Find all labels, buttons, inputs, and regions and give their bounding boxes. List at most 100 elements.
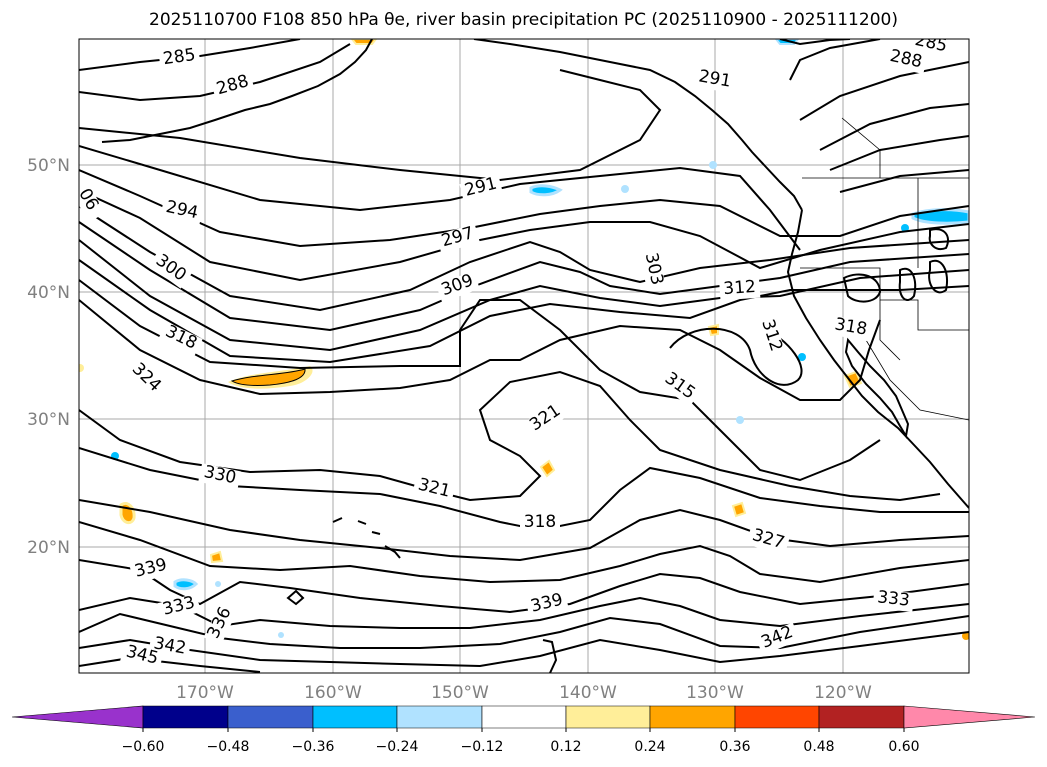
contour-label-321-a-bg (524, 400, 568, 439)
colorbar-swatch-1 (142, 705, 229, 729)
colorbar-ticks: −0.60 −0.48 −0.36 −0.24 −0.12 0.12 0.24 0.36 0.4… (122, 728, 920, 755)
contour-closed-5 (928, 228, 949, 250)
alaska-peninsula (101, 39, 373, 143)
contour-label-291-b-bg (459, 174, 503, 203)
colorbar-swatch-4 (396, 705, 483, 729)
colorbar-tick-label-6: 0.12 (550, 739, 581, 755)
contour-closed-6 (286, 589, 305, 606)
precip-dot-3 (798, 353, 806, 361)
precip-patch-positive-small-3 (731, 501, 747, 518)
contour-label-297-bg (436, 223, 480, 254)
contour-label-edge: 06 (74, 185, 102, 214)
contour-291-s (79, 145, 801, 251)
contour-closed-2 (842, 273, 882, 303)
contour-label-321-b-bg (412, 475, 456, 504)
lat-label-30n: 30°N (27, 410, 70, 430)
contour-label-339-b-bg (525, 590, 569, 619)
precipitation-shading (79, 39, 969, 640)
precip-dot-6 (215, 581, 221, 587)
contour-318 (79, 299, 881, 401)
map-background (79, 39, 969, 673)
latitude-labels: 50°N 40°N 30°N 20°N (27, 156, 70, 558)
contour-closed-1 (669, 325, 803, 386)
contour-label-318-c-bg (520, 514, 560, 533)
precip-dot-1 (621, 185, 629, 193)
colorbar-tick-label-7: 0.24 (634, 739, 665, 755)
lon-label-170w: 170°W (176, 683, 234, 703)
contour-label-294-bg (160, 198, 204, 226)
precip-patch-negative-3 (173, 578, 199, 591)
contour-345 (79, 656, 261, 673)
contour-303 (79, 221, 969, 332)
contour-label-285-a: 285 (162, 45, 197, 69)
contour-label-345-bg (120, 642, 164, 671)
colorbar-swatch-7 (649, 705, 736, 729)
precip-patch-positive-small-1 (209, 550, 224, 564)
contour-285 (79, 39, 301, 71)
precip-dot-10 (962, 632, 969, 640)
colorbar-tick-label-8: 0.36 (719, 739, 750, 755)
contour-label-288-b-bg (884, 47, 928, 75)
contour-336 (79, 596, 969, 629)
contour-label-291-a-bg (693, 67, 736, 94)
longitude-labels: 170°W 160°W 150°W 140°W 130°W 120°W (176, 683, 872, 703)
contour-alaska-5 (829, 135, 969, 171)
contour-closed-7 (542, 639, 558, 673)
colorbar-swatch-9 (818, 705, 905, 729)
contour-label-315-bg (657, 367, 701, 407)
precip-patch-positive-small-4 (707, 323, 719, 337)
contour-closed-4 (928, 259, 948, 294)
colorbar-tick-label-10: 0.60 (888, 739, 919, 755)
contour-315 (79, 279, 881, 482)
precip-patch-positive-small-2 (539, 459, 556, 478)
contour-label-300-bg (148, 249, 192, 289)
precip-dot-7 (278, 632, 284, 638)
contour-label-303-bg (638, 247, 666, 291)
lat-label-50n: 50°N (27, 156, 70, 176)
contour-label-339-a-bg (129, 555, 173, 584)
contour-alaska-3 (799, 61, 969, 121)
precip-patch-positive-hawaii-w (119, 502, 136, 524)
precip-dot-8 (901, 224, 909, 232)
precip-patch-negative-2 (911, 208, 969, 225)
contour-label-288-a-bg (211, 71, 255, 102)
contour-alaska-6 (839, 169, 969, 193)
precip-dot-9 (79, 364, 84, 372)
contour-label-312-a-bg (719, 278, 761, 301)
colorbar-swatch-8 (734, 705, 820, 729)
colorbar-swatch-3 (312, 705, 398, 729)
contour-label-333-b: 333 (876, 587, 910, 610)
contour-label-312-b-bg (755, 313, 786, 358)
contour-closed-3 (898, 267, 917, 301)
contour-321 (79, 370, 941, 502)
contour-330 (79, 521, 969, 584)
colorbar-tick-label-4: −0.24 (376, 739, 419, 755)
coastlines (101, 39, 969, 559)
colorbar-swatch-2 (227, 705, 314, 729)
contour-324 (79, 447, 969, 532)
lon-label-160w: 160°W (304, 683, 362, 703)
colorbar: −0.60 −0.48 −0.36 −0.24 −0.12 0.12 0.24 0.36 0.4… (11, 705, 1036, 755)
contour-label-285-a-bg (158, 46, 201, 71)
contour-alaska-2 (789, 39, 881, 81)
contour-label-327-bg (746, 525, 790, 556)
lat-label-40n: 40°N (27, 283, 70, 303)
contour-label-318-b-bg (829, 315, 872, 342)
lon-label-140w: 140°W (559, 683, 617, 703)
map-title: 2025110700 F108 850 hPa θe, river basin … (149, 10, 898, 30)
colorbar-swatches (11, 705, 1036, 729)
colorbar-tick-label-1: −0.60 (122, 739, 165, 755)
precip-dot-2 (709, 161, 717, 169)
us-west-coast (786, 209, 969, 509)
colorbar-tick-label-9: 0.48 (803, 739, 834, 755)
colorbar-swatch-5 (481, 705, 567, 729)
contour-327 (79, 499, 969, 562)
colorbar-extend-low (11, 705, 144, 729)
contour-291-n (79, 69, 662, 182)
alaska-gulf-coast (473, 39, 803, 211)
contour-label-285-b-bg (909, 39, 953, 59)
precip-dot-4 (736, 416, 744, 424)
contour-309 (79, 239, 969, 352)
contour-312 (79, 259, 969, 364)
